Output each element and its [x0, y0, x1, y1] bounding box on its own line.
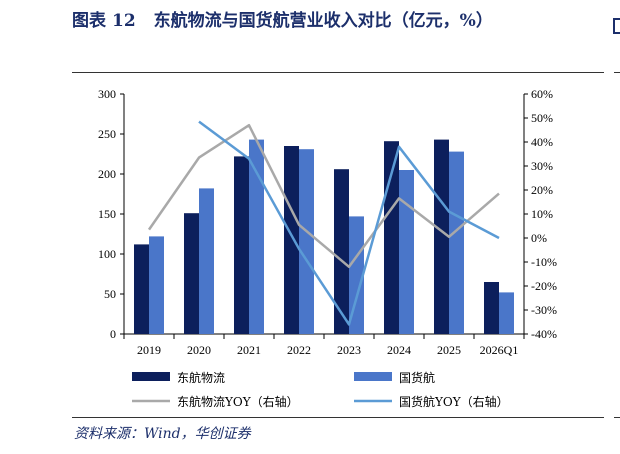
title-label: 图表 — [72, 11, 106, 31]
next-figure-title-fragment — [613, 10, 620, 62]
right-tick-label: 20% — [531, 183, 553, 197]
source-note: 资料来源：Wind，华创证券 — [74, 426, 251, 442]
bar-guohuohang — [399, 170, 414, 334]
right-tick-label: -10% — [531, 255, 557, 269]
bar-dongfang-logistics — [484, 282, 499, 334]
x-tick-label: 2026Q1 — [480, 343, 519, 357]
bar-guohuohang — [299, 149, 314, 334]
left-tick-label: 250 — [98, 127, 116, 141]
right-tick-label: 30% — [531, 159, 553, 173]
bar-guohuohang — [249, 139, 264, 334]
axes: 0 50 100 150 200 250 300 -40% -30% -20% -10% 0% 10% 2… — [98, 87, 557, 357]
legend-label: 东航物流YOY（右轴） — [177, 394, 299, 409]
title-number: 12 — [112, 11, 136, 31]
legend-label: 东航物流 — [177, 370, 225, 385]
left-tick-label: 50 — [104, 287, 116, 301]
chart-title: 图表 12 东航物流与国货航营业收入对比（亿元，%） — [72, 6, 527, 36]
left-tick-label: 100 — [98, 247, 116, 261]
x-tick-label: 2021 — [237, 343, 261, 357]
bar-dongfang-logistics — [134, 244, 149, 334]
left-tick-label: 150 — [98, 207, 116, 221]
left-tick-label: 200 — [98, 167, 116, 181]
right-tick-label: 0% — [531, 231, 547, 245]
x-tick-label: 2020 — [187, 343, 211, 357]
edge-top-rule — [614, 72, 620, 73]
x-tick-label: 2024 — [387, 343, 411, 357]
bar-guohuohang — [499, 292, 514, 334]
bar-dongfang-logistics — [334, 169, 349, 334]
legend-label: 国货航 — [399, 370, 435, 385]
x-tick-label: 2019 — [137, 343, 161, 357]
right-tick-label: -30% — [531, 303, 557, 317]
right-tick-label: -40% — [531, 327, 557, 341]
left-tick-label: 0 — [110, 327, 116, 341]
x-tick-label: 2025 — [437, 343, 461, 357]
right-tick-label: 10% — [531, 207, 553, 221]
line-guohuohang-yoy — [198, 120, 500, 326]
bar-guohuohang — [149, 236, 164, 334]
bottom-rule — [72, 417, 604, 418]
bar-dongfang-logistics — [184, 213, 199, 334]
bar-guohuohang — [349, 216, 364, 334]
bar-guohuohang — [199, 188, 214, 334]
line-series — [147, 120, 500, 326]
top-rule — [72, 72, 604, 73]
x-tick-label: 2023 — [337, 343, 361, 357]
title-text: 东航物流与国货航营业收入对比（亿元，%） — [153, 11, 493, 31]
right-tick-label: 60% — [531, 87, 553, 101]
x-tick-label: 2022 — [287, 343, 311, 357]
legend-swatch — [132, 372, 170, 381]
bar-dongfang-logistics — [234, 156, 249, 334]
right-tick-label: 40% — [531, 135, 553, 149]
line-dongfang-logistics-yoy — [147, 123, 500, 269]
left-tick-label: 300 — [98, 87, 116, 101]
legend-label: 国货航YOY（右轴） — [399, 394, 509, 409]
right-tick-label: 50% — [531, 111, 553, 125]
bar-dongfang-logistics — [284, 146, 299, 334]
bar-guohuohang — [449, 151, 464, 334]
bar-dongfang-logistics — [434, 139, 449, 334]
edge-bottom-rule — [614, 417, 620, 418]
right-tick-label: -20% — [531, 279, 557, 293]
legend-swatch — [354, 372, 392, 381]
